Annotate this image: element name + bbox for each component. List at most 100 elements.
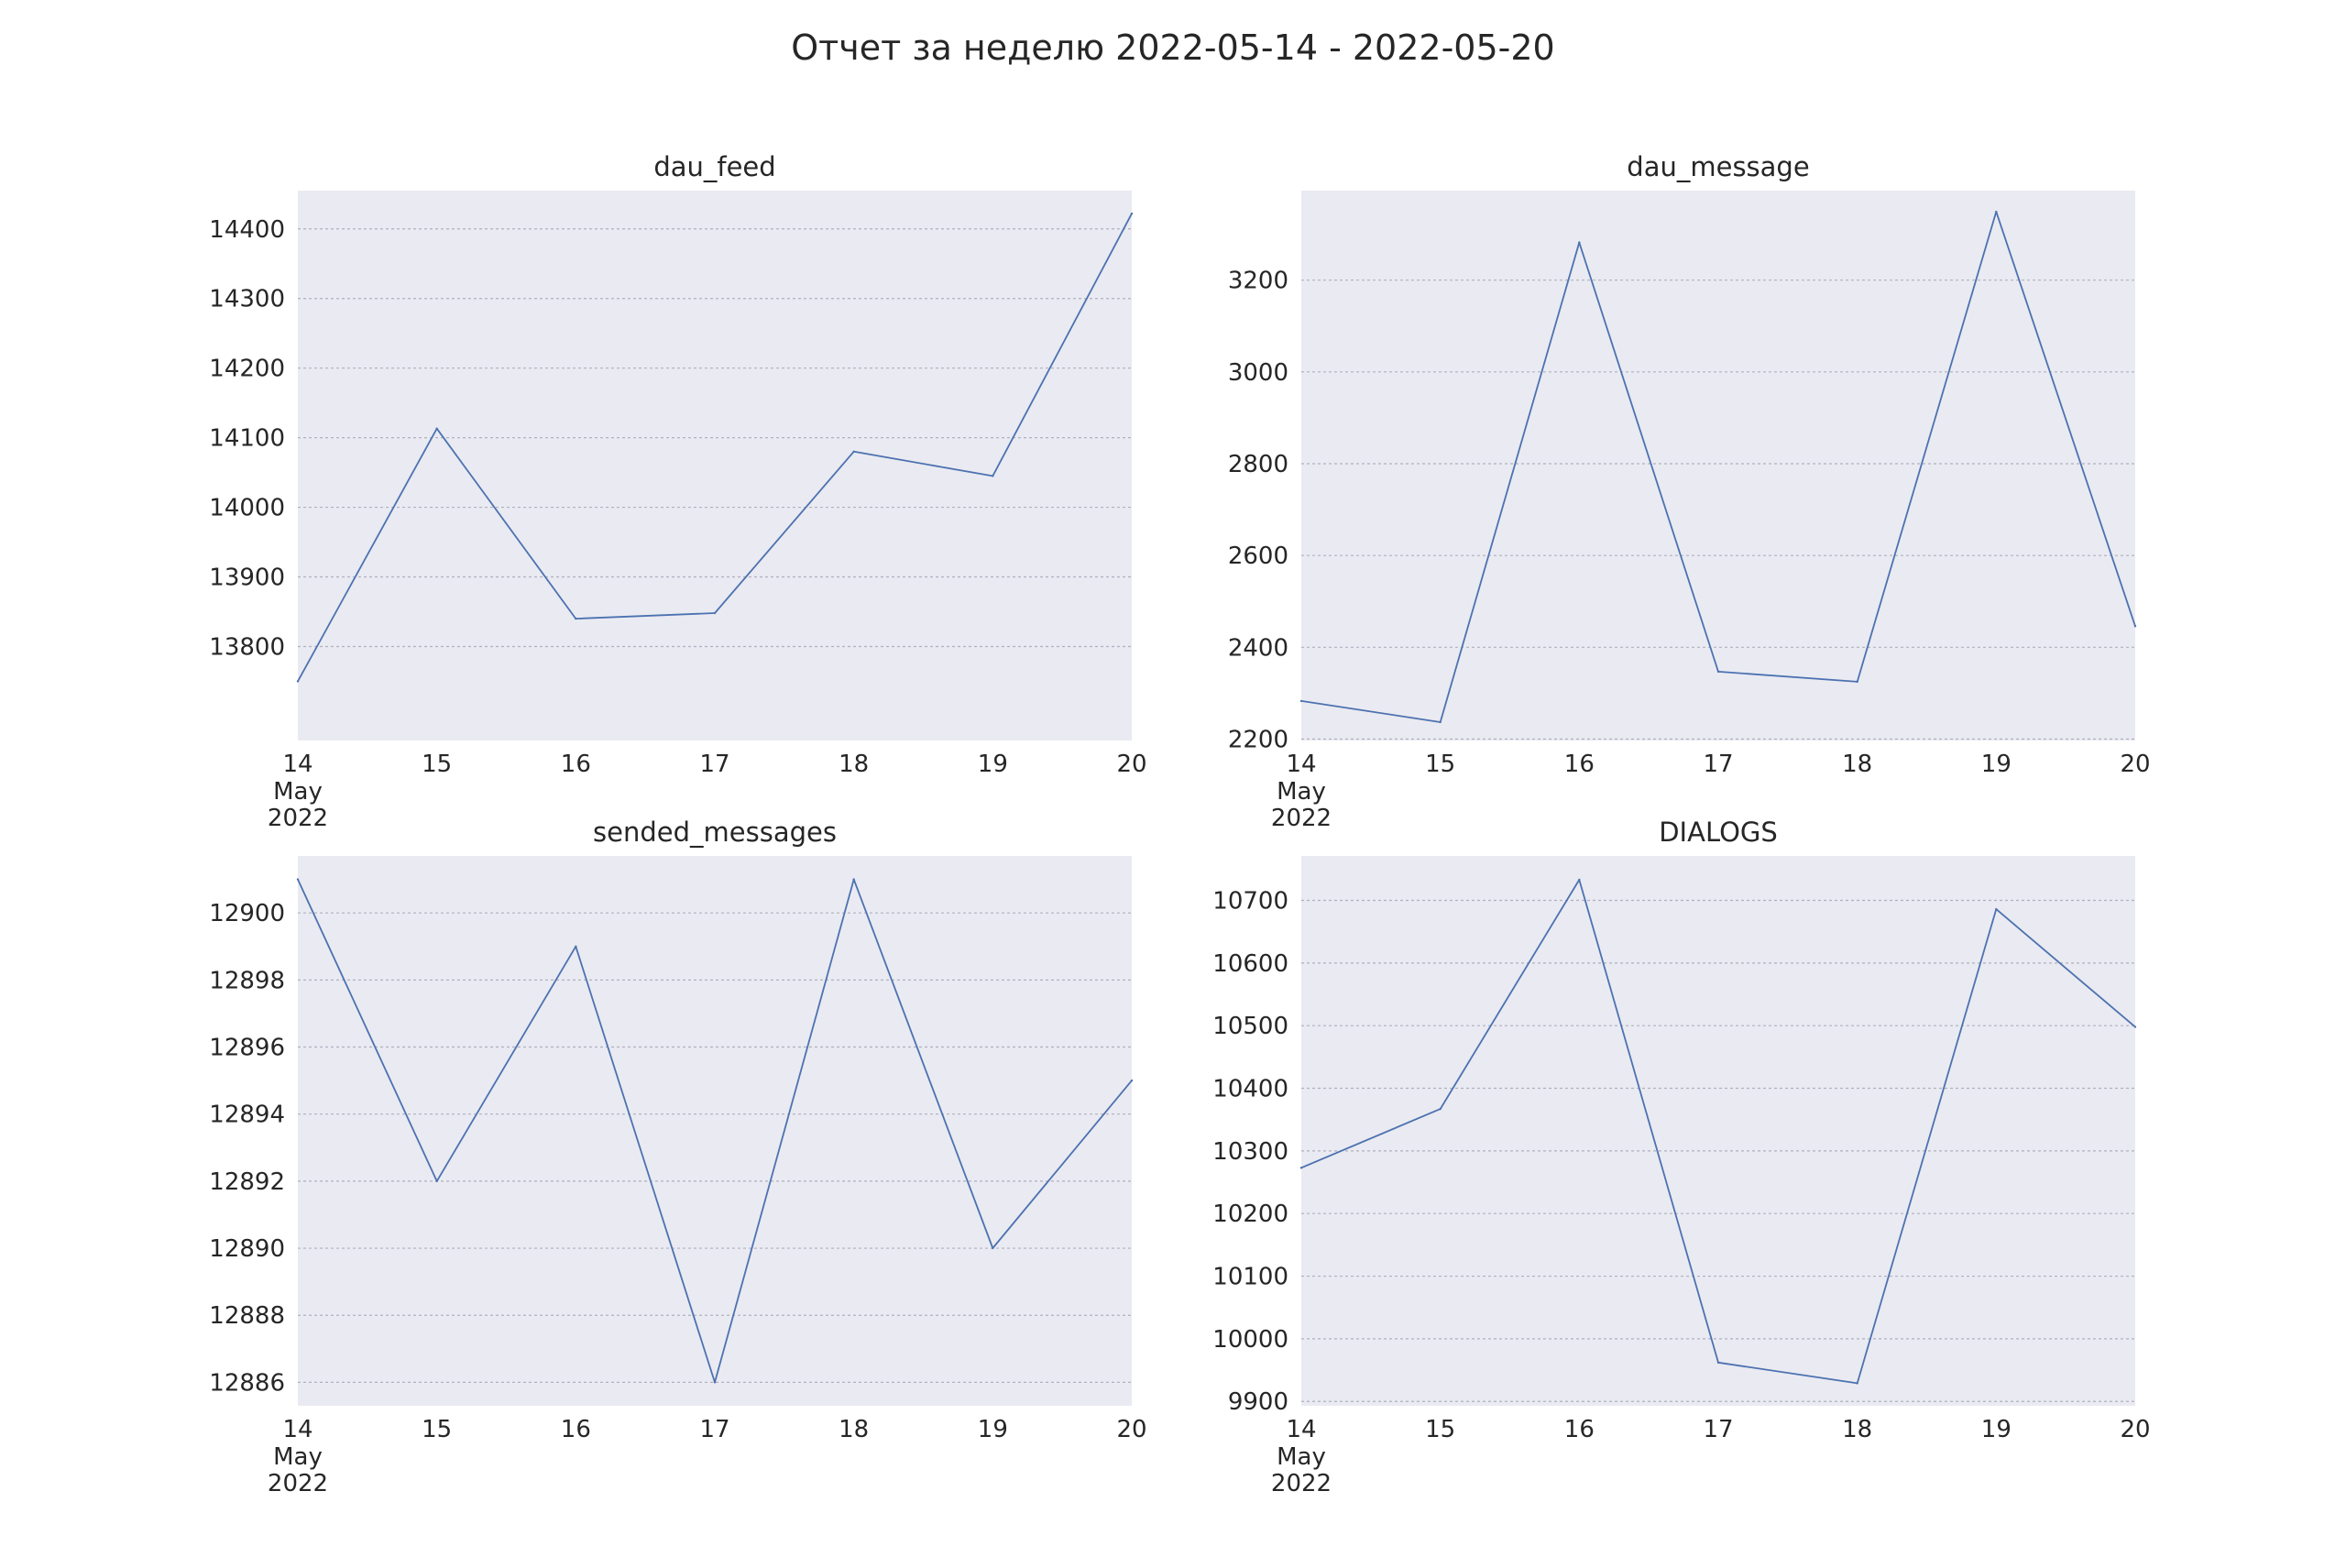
y-tick-label: 3000 xyxy=(1228,359,1288,387)
y-tick-label: 2200 xyxy=(1228,726,1288,753)
x-tick-sublabel: May xyxy=(1277,778,1326,806)
y-tick-label: 3200 xyxy=(1228,268,1288,295)
x-tick-label: 15 xyxy=(422,751,452,778)
data-point xyxy=(575,945,577,948)
plot-area xyxy=(298,856,1132,1406)
x-tick-label: 19 xyxy=(978,1416,1008,1443)
data-point xyxy=(1130,1079,1134,1082)
y-tick-label: 10300 xyxy=(1212,1138,1288,1166)
y-tick-label: 13900 xyxy=(209,565,285,592)
x-tick-label: 19 xyxy=(1981,751,2012,778)
x-tick-label: 16 xyxy=(561,751,591,778)
x-tick-label: 20 xyxy=(2120,751,2150,778)
y-tick-label: 10000 xyxy=(1212,1326,1288,1354)
data-point xyxy=(1856,1382,1858,1385)
x-tick-label: 17 xyxy=(1703,1416,1733,1443)
data-point xyxy=(296,680,300,683)
data-point xyxy=(992,475,994,477)
chart-title: DIALOGS xyxy=(1659,817,1778,848)
y-tick-label: 12900 xyxy=(209,900,285,927)
y-tick-label: 12890 xyxy=(209,1235,285,1263)
y-tick-label: 2400 xyxy=(1228,634,1288,662)
chart-title: sended_messages xyxy=(593,817,837,848)
chart-panel-1: 13800 13900 14000 14100 14200 14300 14400 14 15 1… xyxy=(209,151,1146,832)
y-tick-label: 14300 xyxy=(209,286,285,313)
y-tick-label: 12894 xyxy=(209,1102,285,1129)
plot-area xyxy=(298,191,1132,740)
data-point xyxy=(1299,1167,1303,1169)
data-point xyxy=(435,427,438,430)
data-point xyxy=(575,617,577,620)
y-tick-label: 12886 xyxy=(209,1369,285,1397)
y-tick-label: 12892 xyxy=(209,1168,285,1196)
y-tick-label: 12888 xyxy=(209,1302,285,1330)
x-tick-label: 16 xyxy=(1564,751,1595,778)
x-tick-label: 15 xyxy=(1425,1416,1455,1443)
x-tick-label: 16 xyxy=(561,1416,591,1443)
data-point xyxy=(713,611,717,615)
x-tick-label: 20 xyxy=(2120,1416,2150,1443)
x-tick-label: 15 xyxy=(1425,751,1455,778)
data-point xyxy=(1578,878,1581,882)
data-point xyxy=(1995,210,1998,214)
x-tick-label: 18 xyxy=(1842,1416,1872,1443)
plot-area xyxy=(1301,191,2135,740)
chart-panel-4: 9900 10000 10100 10200 10300 10400 10500 10600 1… xyxy=(1212,817,2150,1497)
x-tick-sublabel: May xyxy=(273,1443,323,1471)
x-tick-sublabel: May xyxy=(273,778,323,806)
y-tick-label: 10500 xyxy=(1212,1013,1288,1040)
y-tick-label: 10400 xyxy=(1212,1076,1288,1103)
y-tick-label: 12896 xyxy=(209,1035,285,1062)
data-point xyxy=(1995,907,1998,911)
y-tick-label: 2600 xyxy=(1228,543,1288,570)
data-point xyxy=(1716,1361,1720,1365)
data-point xyxy=(1716,670,1720,674)
data-point xyxy=(296,878,300,881)
y-tick-label: 2800 xyxy=(1228,451,1288,478)
data-point xyxy=(713,1381,717,1384)
x-tick-label: 17 xyxy=(1703,751,1733,778)
x-tick-label: 18 xyxy=(1842,751,1872,778)
y-tick-label: 13800 xyxy=(209,633,285,661)
x-tick-sublabel: 2022 xyxy=(1271,805,1332,832)
y-tick-label: 12898 xyxy=(209,967,285,994)
data-point xyxy=(992,1246,994,1250)
x-tick-label: 18 xyxy=(839,1416,869,1443)
y-tick-label: 9900 xyxy=(1228,1388,1288,1416)
data-point xyxy=(435,1179,438,1183)
chart-panel-3: 12886 12888 12890 12892 12894 12896 12898 12900… xyxy=(209,817,1146,1497)
data-point xyxy=(2133,625,2137,628)
y-tick-label: 10600 xyxy=(1212,950,1288,978)
x-tick-label: 19 xyxy=(978,751,1008,778)
x-tick-label: 20 xyxy=(1116,1416,1146,1443)
data-point xyxy=(1578,241,1581,244)
x-tick-sublabel: 2022 xyxy=(1271,1470,1332,1497)
x-tick-label: 14 xyxy=(1286,751,1316,778)
figure-title: Отчет за неделю 2022-05-14 - 2022-05-20 xyxy=(791,27,1555,68)
x-tick-label: 14 xyxy=(282,1416,312,1443)
x-tick-label: 16 xyxy=(1564,1416,1595,1443)
y-tick-label: 14400 xyxy=(209,216,285,244)
data-point xyxy=(1130,212,1134,215)
x-tick-sublabel: May xyxy=(1277,1443,1326,1471)
x-tick-label: 15 xyxy=(422,1416,452,1443)
data-point xyxy=(852,878,855,881)
chart-title: dau_message xyxy=(1627,151,1809,182)
x-tick-sublabel: 2022 xyxy=(268,805,328,832)
y-tick-label: 10100 xyxy=(1212,1264,1288,1291)
data-point xyxy=(2133,1025,2137,1028)
x-tick-label: 14 xyxy=(1286,1416,1316,1443)
data-point xyxy=(1856,680,1858,684)
data-point xyxy=(1299,699,1303,703)
chart-panel-2: 2200 2400 2600 2800 3000 3200 14 15 16 17 18 19 20 Ma… xyxy=(1228,151,2151,832)
x-tick-label: 17 xyxy=(699,1416,729,1443)
y-tick-label: 14000 xyxy=(209,495,285,522)
data-point xyxy=(1439,1107,1442,1111)
x-tick-label: 20 xyxy=(1116,751,1146,778)
data-point xyxy=(852,450,855,454)
y-tick-label: 14200 xyxy=(209,356,285,383)
x-tick-label: 18 xyxy=(839,751,869,778)
data-point xyxy=(1439,720,1442,724)
